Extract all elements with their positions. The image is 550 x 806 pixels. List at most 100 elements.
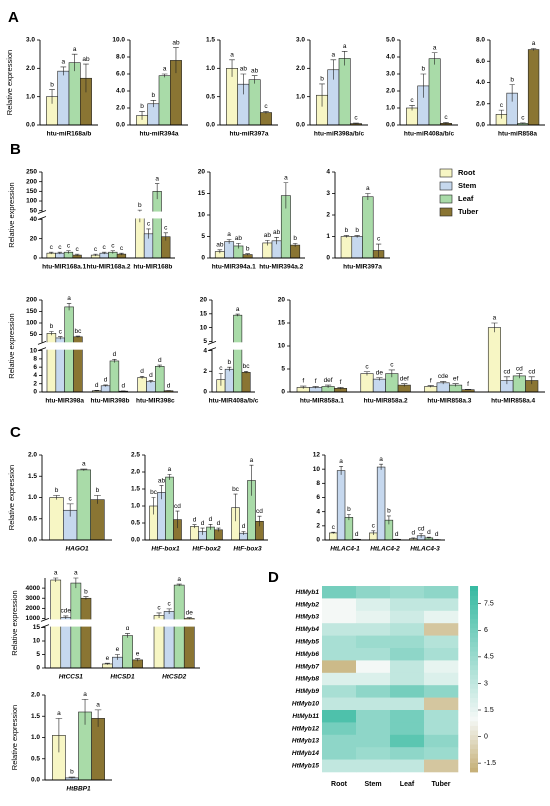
- significance-letter: c: [444, 114, 448, 121]
- heatmap-cell: [356, 710, 390, 723]
- significance-letter: a: [73, 46, 77, 53]
- heatmap-cell: [424, 673, 458, 686]
- panel-label: D: [268, 569, 279, 586]
- heatmap-cell: [322, 660, 356, 673]
- legend-label: Tuber: [458, 207, 478, 216]
- significance-letter: d: [95, 382, 99, 389]
- colorbar-step: [470, 749, 478, 754]
- significance-letter: f: [315, 378, 317, 385]
- y-tick-label: 0: [326, 255, 330, 262]
- row-label: HtMyb2: [296, 601, 320, 608]
- significance-letter: c: [168, 601, 172, 608]
- y-tick-label: 4: [203, 347, 207, 354]
- bar: [92, 718, 105, 780]
- significance-letter: c: [164, 225, 168, 232]
- significance-letter: d: [121, 383, 125, 390]
- y-tick-label: 2: [203, 368, 207, 375]
- bar: [81, 598, 91, 668]
- bar: [159, 76, 170, 125]
- colorbar-step: [470, 679, 478, 684]
- heatmap-cell: [322, 735, 356, 748]
- y-tick-label: 15: [198, 190, 206, 197]
- colorbar-tick-label: 4.5: [484, 654, 494, 661]
- significance-letter: c: [120, 245, 124, 252]
- x-tick-label: htu-miR394a: [139, 131, 178, 138]
- significance-letter: bc: [150, 489, 158, 496]
- bar: [339, 58, 350, 125]
- colorbar-step: [470, 623, 478, 628]
- x-tick-label: htu-MIR398b: [91, 398, 130, 405]
- significance-letter: b: [50, 323, 54, 330]
- y-tick-label: 8: [316, 480, 320, 487]
- x-tick-label: htu-MIR858a.3: [427, 398, 471, 405]
- significance-letter: cde: [438, 373, 449, 380]
- significance-letter: b: [347, 506, 351, 513]
- colorbar-step: [470, 619, 478, 624]
- significance-letter: e: [106, 655, 110, 662]
- significance-letter: ab: [216, 242, 224, 249]
- significance-letter: c: [58, 244, 62, 251]
- colorbar-step: [470, 591, 478, 596]
- y-tick-label: 3.0: [296, 37, 305, 44]
- significance-letter: a: [339, 458, 343, 465]
- y-tick-label: 1.0: [131, 503, 140, 510]
- significance-letter: a: [54, 570, 58, 577]
- colorbar-step: [470, 744, 478, 749]
- significance-letter: b: [293, 235, 297, 242]
- y-tick-label: 2: [316, 523, 320, 530]
- significance-letter: d: [149, 372, 153, 379]
- y-tick-label: 40: [30, 216, 38, 223]
- y-tick-label: 1.5: [131, 486, 140, 493]
- significance-letter: b: [140, 103, 144, 110]
- bar: [363, 197, 374, 258]
- heatmap-cell: [356, 636, 390, 649]
- significance-letter: b: [50, 81, 54, 88]
- axis-break-gap: [41, 342, 178, 349]
- bar: [352, 237, 363, 259]
- heatmap-cell: [322, 685, 356, 698]
- significance-letter: b: [227, 359, 231, 366]
- x-tick-label: htu-MIR168b: [133, 264, 172, 271]
- colorbar-step: [470, 637, 478, 642]
- y-tick-label: 10: [313, 466, 321, 473]
- y-tick-label: 100: [26, 320, 37, 327]
- y-tick-label: 3.0: [26, 37, 35, 44]
- y-tick-label: 4.0: [476, 79, 485, 86]
- significance-letter: c: [147, 221, 151, 228]
- colorbar-step: [470, 600, 478, 605]
- significance-letter: a: [74, 570, 78, 577]
- heatmap-cell: [356, 735, 390, 748]
- significance-letter: cd: [256, 508, 263, 515]
- y-tick-label: 6.0: [116, 71, 125, 78]
- y-tick-label: 0.0: [26, 122, 35, 129]
- y-tick-label: 0.5: [28, 515, 37, 522]
- significance-letter: c: [94, 246, 98, 253]
- significance-letter: c: [372, 523, 376, 530]
- row-label: HtMyb1: [296, 589, 320, 596]
- panel-label: B: [10, 141, 21, 158]
- x-tick-label: htu-MIR858a.2: [364, 398, 408, 405]
- y-axis-label: Relative expression: [10, 705, 19, 770]
- y-tick-label: 2.0: [386, 88, 395, 95]
- colorbar-step: [470, 642, 478, 647]
- significance-letter: ab: [235, 235, 243, 242]
- significance-letter: d: [167, 382, 171, 389]
- heatmap-cell: [322, 673, 356, 686]
- heatmap-cell: [390, 673, 424, 686]
- y-tick-label: 1.0: [296, 93, 305, 100]
- y-tick-label: 2.0: [131, 469, 140, 476]
- heatmap-cell: [424, 660, 458, 673]
- heatmap-cell: [322, 710, 356, 723]
- colorbar-step: [470, 628, 478, 633]
- significance-letter: c: [365, 363, 369, 370]
- y-tick-label: 3.0: [386, 71, 395, 78]
- y-tick-label: 0: [203, 389, 207, 396]
- significance-letter: ab: [273, 229, 281, 236]
- legend-swatch: [440, 182, 452, 190]
- heatmap-cell: [356, 747, 390, 760]
- y-axis-label: Relative expression: [5, 50, 14, 115]
- y-tick-label: 5: [36, 651, 40, 658]
- significance-letter: b: [387, 508, 391, 515]
- significance-letter: c: [500, 102, 504, 109]
- colorbar-step: [470, 767, 478, 772]
